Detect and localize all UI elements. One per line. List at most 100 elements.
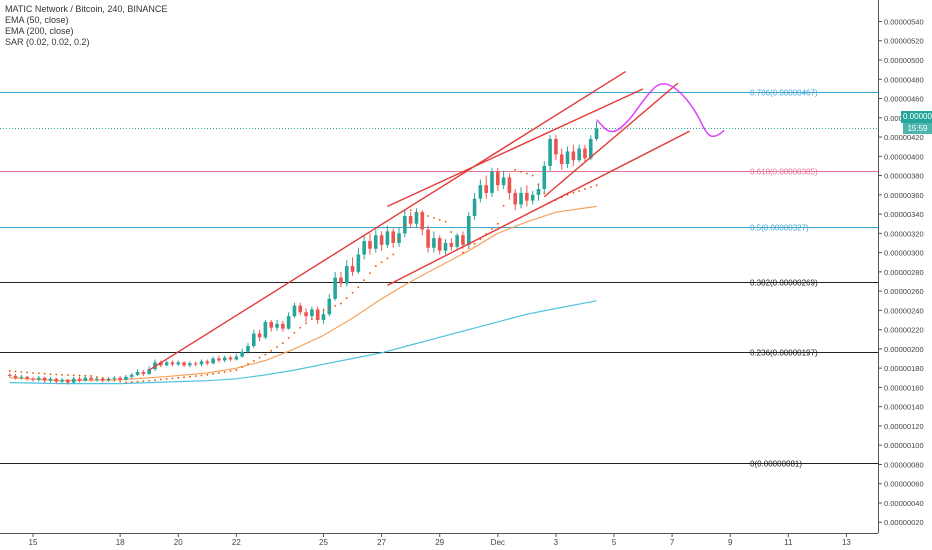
sar-dot	[183, 376, 185, 379]
sar-dot	[148, 379, 151, 382]
candle-body	[275, 323, 279, 328]
candle-body	[525, 192, 529, 201]
candle-body	[362, 241, 366, 255]
candle-body	[344, 266, 349, 284]
sar-dot	[409, 209, 412, 212]
candle-body	[42, 377, 47, 381]
candle-body	[193, 363, 198, 365]
candle-body	[327, 298, 332, 315]
sar-dot	[293, 331, 296, 334]
sar-dot	[90, 374, 92, 377]
candle-body	[217, 358, 221, 361]
sar-dot	[130, 381, 133, 384]
symbol-title: MATIC Network / Bitcoin, 240, BINANCE	[5, 4, 168, 14]
sar-dot	[218, 372, 220, 374]
candle-body	[19, 376, 24, 378]
x-tick-label: 7	[670, 538, 675, 547]
indicator-ema50[interactable]: EMA (50, close)	[5, 15, 69, 25]
sar-dot	[357, 286, 360, 289]
sar-dot	[61, 374, 63, 376]
candle-body	[368, 241, 372, 249]
sar-dot	[415, 211, 418, 214]
sar-dot	[194, 375, 197, 377]
candle-body	[164, 362, 169, 366]
candle-body	[188, 363, 192, 366]
sar-dot	[258, 356, 261, 359]
x-tick-label: 15	[29, 538, 38, 547]
candle-body	[147, 369, 151, 374]
candle-body	[228, 357, 233, 360]
sar-dot	[101, 377, 104, 380]
candle-body	[100, 378, 105, 381]
sar-dot	[119, 380, 122, 383]
candle-body	[426, 229, 430, 248]
sar-dot	[270, 349, 273, 352]
sar-dot	[531, 174, 534, 177]
candle-body	[548, 138, 552, 166]
x-tick-label: 18	[116, 538, 125, 547]
sar-dot	[392, 253, 395, 256]
sar-dot	[305, 322, 307, 325]
y-tick-label: 0.00000540	[884, 17, 924, 26]
candle-body	[554, 138, 558, 155]
sar-dot	[322, 309, 325, 312]
candle-body	[594, 128, 599, 139]
candle-body	[443, 242, 448, 251]
sar-dot	[14, 370, 17, 373]
sar-dot	[584, 188, 586, 190]
sar-dot	[32, 372, 34, 374]
sar-dot	[142, 380, 145, 383]
candle-body	[373, 235, 378, 249]
sar-dot	[188, 375, 191, 378]
candle-body	[269, 321, 274, 328]
candle-body	[571, 151, 576, 161]
sar-dot	[543, 192, 546, 195]
candle-body	[501, 177, 506, 186]
sar-dot	[525, 172, 528, 175]
candle-body	[466, 216, 471, 245]
candle-body	[414, 212, 419, 224]
candle-body	[176, 362, 181, 365]
sar-dot	[520, 170, 522, 173]
candle-body	[66, 379, 70, 383]
sar-dot	[206, 374, 209, 376]
sar-dot	[84, 374, 87, 377]
candle-body	[7, 374, 12, 376]
sar-dot	[8, 370, 11, 372]
candle-body	[89, 377, 93, 380]
candle-body	[286, 316, 291, 329]
candle-body	[199, 361, 204, 365]
candle-body	[182, 362, 186, 366]
candle-body	[31, 378, 35, 380]
candle-body	[420, 212, 425, 230]
y-tick-label: 0.00000040	[884, 499, 924, 508]
sar-dot	[508, 186, 511, 189]
x-tick-label: 5	[612, 538, 617, 547]
trend-channel-line	[148, 70, 626, 371]
sar-dot	[491, 227, 493, 230]
sar-dot	[363, 279, 366, 282]
candle-body	[60, 379, 64, 382]
y-tick-label: 0.00000080	[884, 460, 924, 469]
fib-level-label: 0.382(0.00000269)	[750, 279, 818, 288]
candle-body	[263, 321, 268, 338]
y-tick-label: 0.00000060	[884, 480, 924, 489]
candle-body	[356, 254, 361, 272]
candle-body	[588, 138, 593, 159]
y-tick-label: 0.00000200	[884, 345, 924, 354]
sar-dot	[264, 353, 267, 356]
sar-dot	[96, 376, 98, 378]
indicator-ema200[interactable]: EMA (200, close)	[5, 26, 74, 36]
candle-body	[205, 361, 210, 364]
sar-dot	[334, 304, 337, 307]
candle-body	[472, 198, 477, 217]
candle-body	[310, 309, 314, 317]
indicator-sar[interactable]: SAR (0.02, 0.02, 0.2)	[5, 37, 90, 47]
fib-level-label: 0(0.00000081)	[750, 460, 802, 469]
y-tick-label: 0.00000400	[884, 152, 924, 161]
candle-body	[13, 375, 18, 378]
candle-body	[240, 351, 244, 357]
sar-dot	[345, 297, 348, 300]
candle-body	[408, 216, 413, 224]
